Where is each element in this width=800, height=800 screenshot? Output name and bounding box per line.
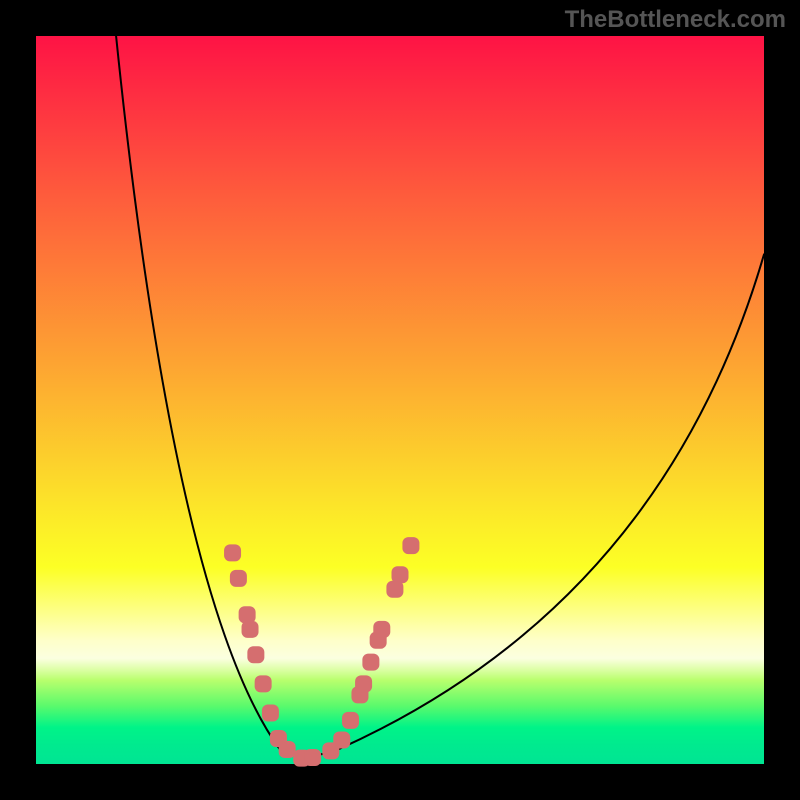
curve-marker <box>262 705 279 722</box>
curve-marker <box>230 570 247 587</box>
curve-marker <box>402 537 419 554</box>
curve-marker <box>373 621 390 638</box>
curve-marker <box>333 731 350 748</box>
curve-marker <box>224 544 241 561</box>
watermark-text: TheBottleneck.com <box>565 6 786 34</box>
curve-marker <box>239 606 256 623</box>
bottleneck-chart <box>0 0 800 800</box>
curve-marker <box>247 646 264 663</box>
curve-marker <box>279 741 296 758</box>
curve-marker <box>355 675 372 692</box>
curve-marker <box>392 566 409 583</box>
curve-marker <box>362 654 379 671</box>
plot-background-gradient <box>36 36 764 764</box>
curve-marker <box>342 712 359 729</box>
curve-marker <box>304 749 321 766</box>
curve-marker <box>386 581 403 598</box>
curve-marker <box>255 675 272 692</box>
curve-marker <box>242 621 259 638</box>
